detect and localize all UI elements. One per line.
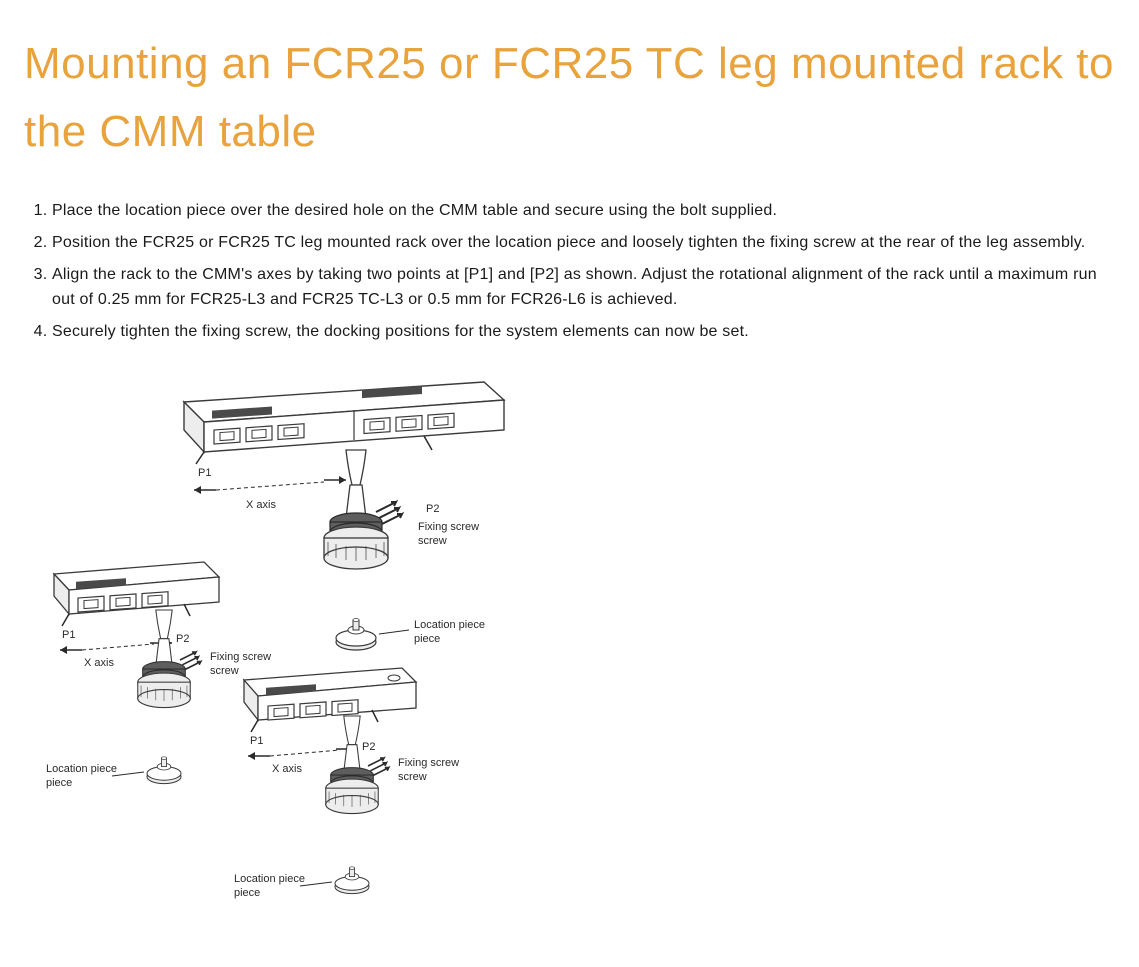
label-location: Location piece	[414, 619, 485, 631]
instruction-step: Place the location piece over the desire…	[52, 198, 1115, 224]
label-location: Location piece	[46, 763, 117, 775]
label-p2: P2	[426, 503, 439, 515]
rack-3slot-right: P1 P2 X axis Fixing screw screw Location…	[234, 668, 459, 899]
label-p2: P2	[176, 633, 189, 645]
instruction-step: Align the rack to the CMM's axes by taki…	[52, 262, 1115, 313]
page-title: Mounting an FCR25 or FCR25 TC leg mounte…	[24, 30, 1115, 166]
instruction-step: Securely tighten the fixing screw, the d…	[52, 319, 1115, 345]
mounting-diagram: P1 P2 X axis Fixing screw screw Location…	[34, 362, 514, 922]
label-fixing: Fixing screw	[398, 757, 459, 769]
label-fixing: Fixing screw	[210, 651, 271, 663]
label-xaxis: X axis	[246, 499, 276, 511]
svg-text:screw: screw	[418, 535, 447, 547]
label-p1: P1	[62, 629, 75, 641]
rack-3slot-left: P1 P2 X axis Fixing screw screw Location…	[46, 562, 271, 789]
label-p1: P1	[250, 735, 263, 747]
svg-text:piece: piece	[414, 633, 440, 645]
label-p1: P1	[198, 467, 211, 479]
label-fixing: Fixing screw	[418, 521, 479, 533]
svg-text:piece: piece	[234, 887, 260, 899]
instruction-list: Place the location piece over the desire…	[24, 198, 1115, 344]
label-location: Location piece	[234, 873, 305, 885]
label-p2: P2	[362, 741, 375, 753]
label-xaxis: X axis	[272, 763, 302, 775]
svg-text:screw: screw	[398, 771, 427, 783]
svg-text:piece: piece	[46, 777, 72, 789]
rack-6slot: P1 P2 X axis Fixing screw screw Location…	[184, 382, 504, 650]
instruction-step: Position the FCR25 or FCR25 TC leg mount…	[52, 230, 1115, 256]
label-xaxis: X axis	[84, 657, 114, 669]
svg-text:screw: screw	[210, 665, 239, 677]
